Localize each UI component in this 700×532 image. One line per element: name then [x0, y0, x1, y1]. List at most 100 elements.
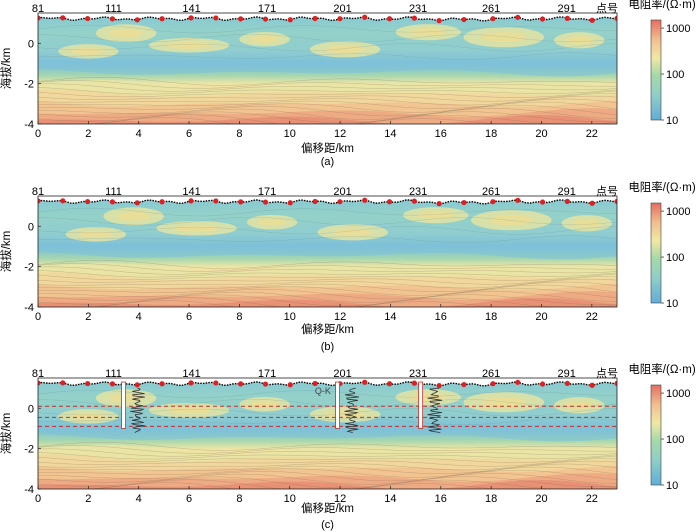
- x-tick-label: 20: [535, 128, 547, 140]
- station-number-label: 111: [105, 186, 122, 198]
- resistive-lens-core: [166, 41, 212, 49]
- contour-line: [38, 263, 617, 272]
- y-tick-label: -2: [24, 262, 34, 274]
- station-number-label: 141: [182, 186, 200, 198]
- x-tick-label: 6: [186, 128, 192, 140]
- contour-line: [38, 291, 617, 303]
- station-marker: [134, 382, 140, 388]
- x-tick-label: 4: [136, 128, 142, 140]
- station-marker: [312, 198, 318, 205]
- y-tick-label: 0: [28, 403, 34, 415]
- station-marker: [411, 15, 417, 21]
- contour-line: [38, 34, 617, 43]
- station-number-label: 231: [409, 368, 427, 380]
- resistivity-section: [38, 13, 617, 124]
- chart-panel-c: Q-K 0 2 4 6 8 10 12 14 16 18 20 22 0 -2 -4 81 111 141 171 20…: [0, 362, 696, 531]
- x-tick-label: 10: [284, 311, 296, 323]
- resistive-lens-core: [572, 219, 601, 228]
- contour-line: [38, 273, 617, 281]
- resistive-lens-core: [250, 35, 279, 43]
- station-marker: [461, 16, 467, 23]
- station-marker: [515, 379, 521, 385]
- panel-caption: (b): [321, 341, 334, 353]
- station-marker: [188, 380, 194, 386]
- x-tick-label: 22: [586, 311, 598, 323]
- chart-panel-a: 0 2 4 6 8 10 12 14 16 18 20 22 0 -2 -4 81 111 141 171 201 23…: [0, 0, 696, 168]
- x-tick-label: 14: [384, 311, 396, 323]
- x-tick-label: 16: [435, 311, 447, 323]
- contour-line: [38, 260, 617, 269]
- station-marker: [564, 15, 570, 21]
- resistivity-section: [38, 378, 617, 489]
- station-marker: [589, 17, 595, 23]
- resistive-lens-core: [258, 218, 286, 226]
- station-marker: [60, 198, 66, 204]
- station-marker: [38, 198, 41, 204]
- x-tick-label: 18: [485, 128, 497, 140]
- station-marker: [436, 383, 442, 389]
- station-number-label: 111: [105, 3, 122, 15]
- x-axis-label: 偏移距/km: [301, 322, 354, 336]
- station-marker: [287, 17, 293, 23]
- contour-line: [38, 93, 617, 102]
- station-marker: [589, 200, 595, 206]
- resistive-lens-core: [174, 224, 219, 232]
- station-marker: [213, 198, 219, 204]
- station-marker: [362, 14, 368, 20]
- y-tick-label: 0: [28, 221, 34, 233]
- resistive-lens-core: [71, 47, 105, 55]
- resistive-lens-core: [410, 28, 447, 37]
- contour-line: [38, 217, 617, 226]
- contour-line: [38, 87, 617, 95]
- station-number-label: 201: [333, 368, 351, 380]
- conductive-layer: [38, 243, 617, 260]
- x-tick-label: 20: [535, 311, 547, 323]
- contour-line: [38, 235, 617, 243]
- panel-caption: (a): [321, 156, 334, 168]
- x-tick-label: 0: [35, 311, 41, 323]
- station-number-label: 81: [32, 3, 44, 15]
- colorbar-tick-label: 1000: [666, 206, 690, 218]
- station-marker: [287, 382, 293, 388]
- topography-line: [38, 199, 617, 205]
- well-log-curve: [130, 387, 146, 433]
- station-marker: [188, 198, 194, 204]
- x-tick-label: 16: [435, 128, 447, 140]
- station-marker: [386, 16, 393, 22]
- borehole: [121, 381, 126, 429]
- station-number-label: 261: [482, 3, 500, 15]
- station-axis-label: 点号: [596, 185, 618, 198]
- resistive-lens-core: [333, 228, 373, 237]
- resistivity-section: [38, 196, 617, 307]
- station-marker: [38, 15, 41, 21]
- x-tick-label: 4: [136, 493, 142, 505]
- station-marker: [436, 18, 442, 24]
- contour-line: [38, 452, 617, 460]
- plot-frame: [37, 195, 618, 308]
- station-marker: [159, 381, 165, 387]
- resistive-lens-core: [481, 397, 526, 408]
- x-tick-label: 2: [85, 128, 91, 140]
- station-marker: [85, 380, 91, 387]
- x-tick-label: 0: [35, 128, 41, 140]
- contour-line: [38, 226, 617, 235]
- station-number-label: 201: [333, 3, 351, 15]
- y-tick-label: -2: [24, 79, 34, 91]
- x-tick-label: 2: [85, 493, 91, 505]
- station-marker: [539, 16, 546, 22]
- station-number-label: 291: [557, 186, 575, 198]
- station-number-label: 111: [105, 368, 122, 380]
- resistive-lens-core: [565, 36, 594, 45]
- station-marker: [287, 200, 293, 206]
- deep-layer-band: [38, 108, 617, 124]
- contour-line: [96, 300, 498, 307]
- station-marker: [411, 198, 417, 204]
- station-marker: [312, 15, 318, 22]
- well-log-curve: [427, 387, 443, 433]
- station-marker: [262, 381, 269, 387]
- station-marker: [159, 16, 165, 22]
- conductive-layer: [38, 425, 617, 442]
- station-marker: [515, 197, 521, 203]
- contour-line: [86, 297, 617, 307]
- x-tick-label: 18: [485, 311, 497, 323]
